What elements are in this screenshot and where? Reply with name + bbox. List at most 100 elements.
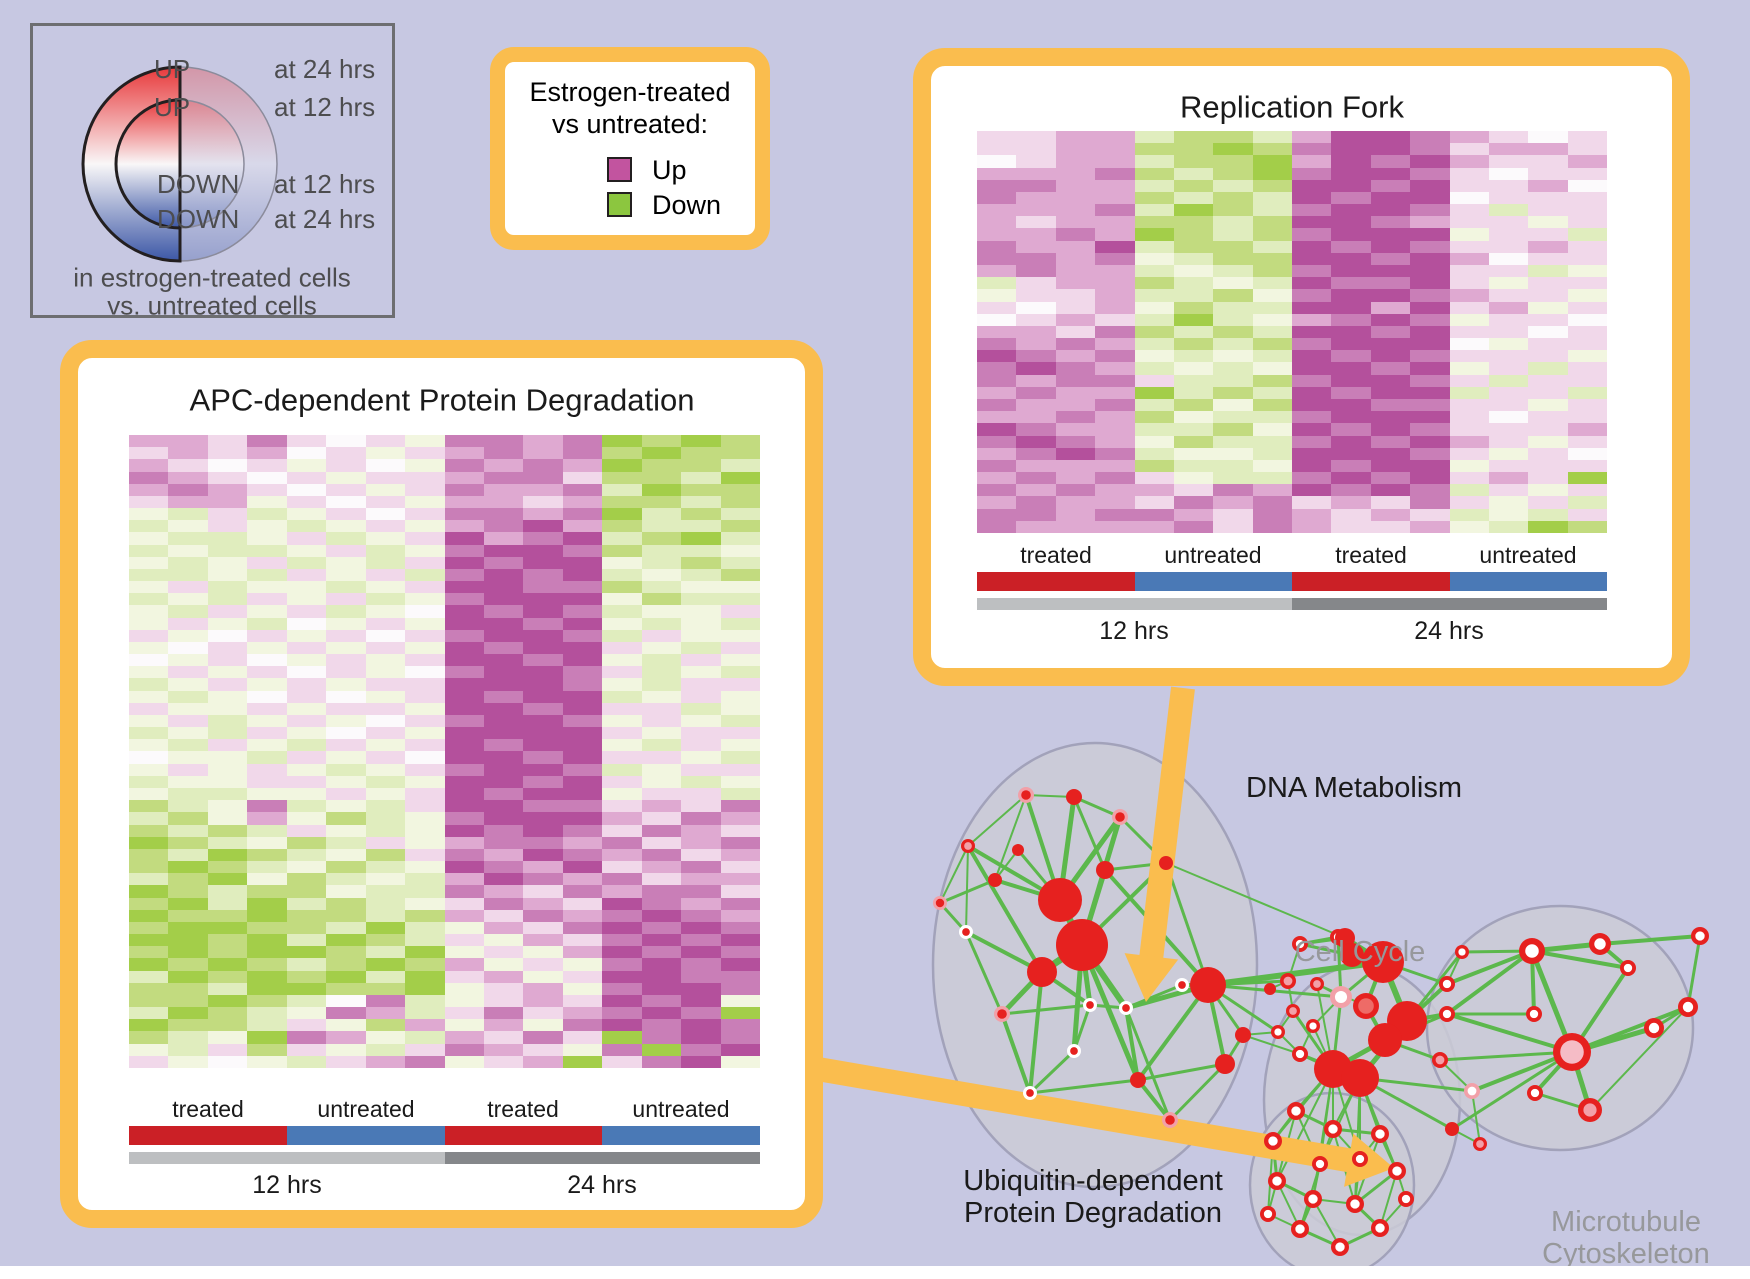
heatmap-cell: [483, 520, 524, 533]
heatmap-cell: [1528, 191, 1568, 205]
network-edge: [1599, 934, 1701, 946]
heatmap-cell: [1292, 496, 1332, 509]
heatmap-cell: [405, 1019, 445, 1032]
heatmap-cell: [681, 885, 721, 898]
heatmap-cell: [1173, 459, 1214, 473]
heatmap-cell: [523, 970, 563, 983]
heatmap-cell: [1370, 484, 1411, 497]
heatmap-cell: [977, 216, 1017, 229]
heatmap-cell: [365, 605, 406, 618]
ring-legend-box: [30, 23, 395, 318]
heatmap-cell: [1449, 264, 1489, 278]
heatmap-cell: [523, 885, 563, 898]
heatmap-cell: [326, 921, 366, 935]
heatmap-cell: [326, 824, 366, 837]
heatmap-cell: [1410, 191, 1450, 205]
heatmap-cell: [207, 909, 248, 922]
heatmap-cell: [1567, 167, 1607, 180]
heatmap-cell: [562, 873, 603, 886]
heatmap-cell: [247, 909, 287, 922]
heatmap-cell: [365, 958, 406, 971]
heatmap-cell: [483, 666, 524, 679]
heatmap-cell: [1410, 204, 1450, 217]
heatmap-cell: [247, 568, 287, 582]
rf-treated-bar-24: [1292, 572, 1450, 591]
heatmap-cell: [1449, 191, 1489, 205]
heatmap-cell: [405, 861, 445, 874]
heatmap-cell: [365, 544, 406, 557]
heatmap-cell: [1292, 301, 1332, 314]
heatmap-cell: [1134, 386, 1174, 399]
heatmap-cell: [523, 751, 563, 764]
heatmap-cell: [444, 861, 484, 874]
heatmap-cell: [641, 848, 682, 862]
heatmap-cell: [1213, 496, 1253, 509]
ring-label-at24-b: at 24 hrs: [274, 204, 376, 234]
heatmap-cell: [207, 508, 248, 521]
heatmap-cell: [365, 946, 406, 959]
heatmap-cell: [286, 581, 327, 594]
heatmap-cell: [444, 556, 484, 569]
heatmap-cell: [365, 824, 406, 837]
heatmap-cell: [1488, 338, 1529, 351]
heatmap-cell: [1095, 484, 1135, 497]
heatmap-cell: [326, 459, 366, 472]
heatmap-cell: [523, 593, 563, 606]
heatmap-cell: [1095, 252, 1135, 265]
heatmap-cell: [286, 921, 327, 935]
heatmap-cell: [1370, 301, 1411, 314]
heatmap-cell: [444, 994, 484, 1008]
heatmap-cell: [1213, 386, 1253, 399]
heatmap-cell: [1134, 301, 1174, 314]
heatmap-cell: [1134, 204, 1174, 217]
network-node: [1190, 967, 1226, 1003]
heatmap-cell: [562, 483, 603, 496]
heatmap-cell: [129, 532, 169, 545]
heatmap-cell: [1016, 350, 1056, 363]
heatmap-cell: [1252, 484, 1292, 497]
heatmap-cell: [1410, 325, 1450, 339]
heatmap-cell: [720, 483, 760, 496]
heatmap-cell: [326, 873, 366, 886]
heatmap-cell: [1134, 472, 1174, 485]
rf-time-label-24: 24 hrs: [1414, 616, 1484, 645]
heatmap-cell: [641, 800, 682, 813]
heatmap-cell: [365, 1043, 406, 1056]
heatmap-cell: [602, 666, 642, 679]
heatmap-cell: [247, 556, 287, 569]
heatmap-cell: [405, 946, 445, 959]
heatmap-cell: [168, 788, 208, 801]
heatmap-cell: [977, 508, 1017, 521]
heatmap-cell: [207, 690, 248, 703]
heatmap-cell: [405, 459, 445, 472]
heatmap-cell: [977, 325, 1017, 339]
heatmap-cell: [129, 727, 169, 740]
heatmap-cell: [444, 641, 484, 655]
heatmap-cell: [1252, 374, 1292, 387]
heatmap-cell: [444, 727, 484, 740]
heatmap-cell: [641, 666, 682, 679]
heatmap-cell: [602, 459, 642, 472]
heatmap-cell: [1331, 240, 1371, 253]
heatmap-cell: [1528, 411, 1568, 424]
heatmap-cell: [405, 1043, 445, 1056]
heatmap-cell: [720, 751, 760, 764]
heatmap-cell: [1213, 216, 1253, 229]
network-edge: [1445, 949, 1534, 1016]
heatmap-cell: [405, 617, 445, 630]
heatmap-cell: [207, 435, 248, 448]
heatmap-cell: [129, 861, 169, 874]
heatmap-cell: [562, 885, 603, 898]
heatmap-cell: [1134, 228, 1174, 241]
heatmap-cell: [523, 861, 563, 874]
heatmap-cell: [168, 666, 208, 679]
heatmap-cell: [326, 946, 366, 959]
network-node-core: [1115, 812, 1125, 822]
heatmap-cell: [405, 897, 445, 910]
heatmap-cell: [286, 970, 327, 983]
heatmap-cell: [1016, 240, 1056, 253]
network-edge: [1471, 1090, 1481, 1145]
heatmap-cell: [1055, 484, 1096, 497]
heatmap-cell: [405, 885, 445, 898]
heatmap-cell: [247, 1031, 287, 1044]
